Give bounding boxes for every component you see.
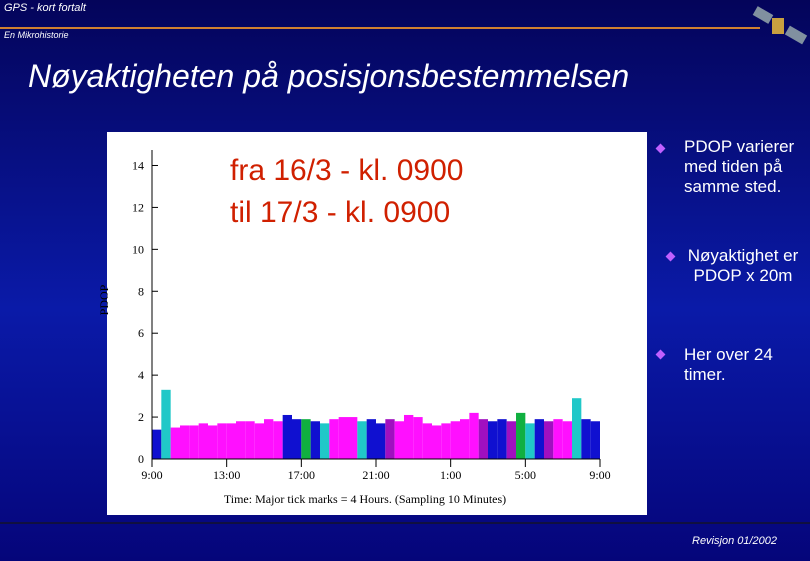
bar	[516, 412, 526, 459]
bar	[488, 421, 498, 459]
bar	[161, 389, 171, 459]
satellite-icon	[752, 6, 808, 45]
bar	[450, 421, 460, 459]
bar	[366, 419, 376, 459]
bar	[404, 414, 414, 459]
bar	[264, 419, 274, 459]
bar	[525, 423, 535, 459]
bullet: Her over 24 timer.	[684, 345, 773, 384]
annotation: til 17/3 - kl. 0900	[230, 196, 450, 229]
bar	[497, 419, 507, 459]
bar	[385, 419, 395, 459]
x-tick-label: 13:00	[213, 468, 240, 482]
bar	[376, 423, 386, 459]
header-subtitle: En Mikrohistorie	[4, 30, 69, 40]
x-tick-label: 5:00	[515, 468, 536, 482]
y-tick-label: 4	[138, 368, 144, 382]
footer-rule	[0, 522, 810, 524]
bar	[581, 419, 591, 459]
y-tick-label: 8	[138, 284, 144, 298]
bar	[460, 419, 470, 459]
bar	[413, 417, 423, 459]
bullet: Nøyaktighet er PDOP x 20m	[687, 246, 799, 285]
bar	[534, 419, 544, 459]
slide-title: Nøyaktigheten på posisjonsbestemmelsen	[28, 58, 630, 94]
y-tick-label: 6	[138, 326, 144, 340]
bar	[273, 421, 283, 459]
bar	[189, 425, 199, 459]
bar	[394, 421, 404, 459]
header-title: GPS - kort fortalt	[4, 2, 86, 14]
bar	[338, 417, 348, 459]
bar	[301, 419, 311, 459]
bar	[553, 419, 563, 459]
bar	[226, 423, 236, 459]
bar	[572, 398, 582, 459]
bar	[198, 423, 208, 459]
bar	[236, 421, 246, 459]
x-axis-label: Time: Major tick marks = 4 Hours. (Sampl…	[224, 492, 506, 506]
bar	[544, 421, 554, 459]
bar	[432, 425, 442, 459]
bar	[170, 427, 180, 459]
bar	[217, 423, 227, 459]
annotation: fra 16/3 - kl. 0900	[230, 154, 463, 187]
x-tick-label: 9:00	[141, 468, 162, 482]
bar	[152, 429, 162, 459]
x-tick-label: 17:00	[288, 468, 315, 482]
bar	[329, 419, 339, 459]
x-tick-label: 9:00	[589, 468, 610, 482]
bar	[590, 421, 600, 459]
bar	[208, 425, 218, 459]
bar	[320, 423, 330, 459]
y-tick-label: 10	[132, 242, 144, 256]
bar	[245, 421, 255, 459]
bar	[506, 421, 516, 459]
bar	[469, 412, 479, 459]
x-tick-label: 1:00	[440, 468, 461, 482]
bar	[292, 419, 302, 459]
footer: Revisjon 01/2002	[692, 535, 778, 547]
bar	[348, 417, 358, 459]
bar	[357, 421, 367, 459]
header-rule	[0, 27, 760, 29]
bar	[562, 421, 572, 459]
y-tick-label: 12	[132, 200, 144, 214]
bar	[441, 423, 451, 459]
bar	[310, 421, 320, 459]
y-axis-label: PDOP	[97, 284, 111, 315]
bar	[254, 423, 264, 459]
y-tick-label: 2	[138, 410, 144, 424]
bar	[282, 414, 292, 459]
bar	[180, 425, 190, 459]
y-tick-label: 0	[138, 452, 144, 466]
bullet: PDOP varierer med tiden på samme sted.	[684, 137, 795, 196]
bar	[422, 423, 432, 459]
x-tick-label: 21:00	[362, 468, 389, 482]
bar	[478, 419, 488, 459]
y-tick-label: 14	[132, 158, 144, 172]
